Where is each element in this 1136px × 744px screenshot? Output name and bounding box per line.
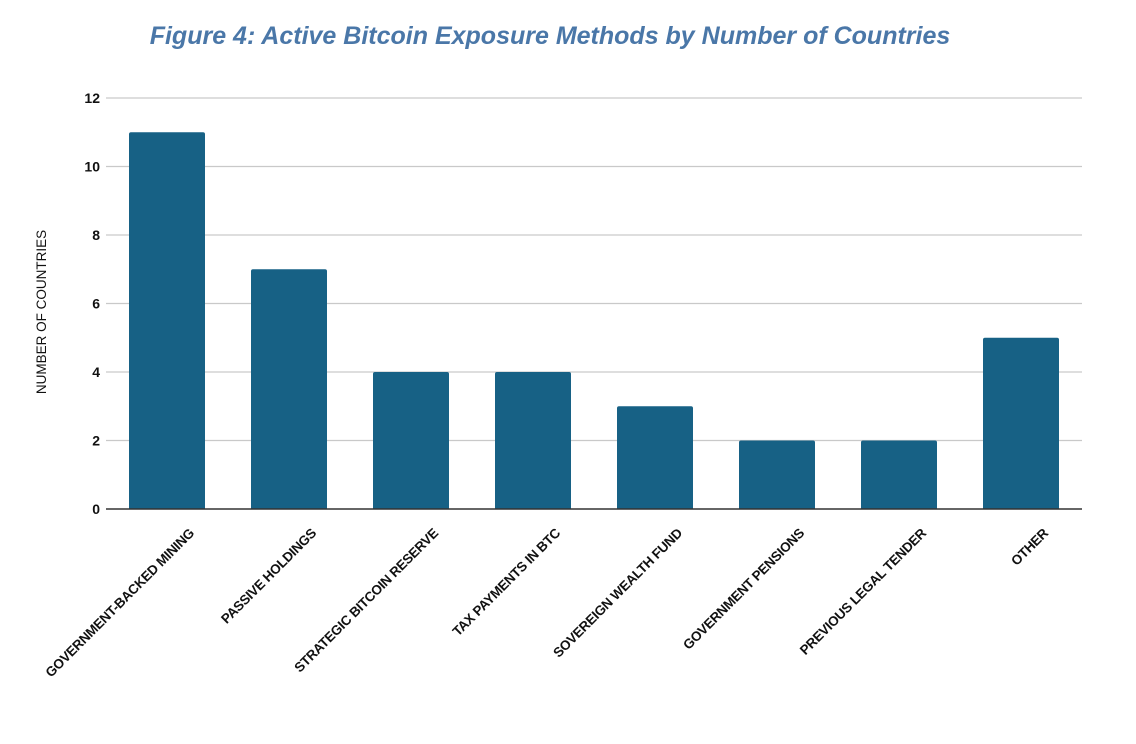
bar [251,269,327,509]
chart-title: Figure 4: Active Bitcoin Exposure Method… [149,22,951,50]
y-tick-label: 8 [92,227,100,243]
x-category-label: TAX PAYMENTS IN BTC [450,525,564,639]
bar [983,337,1059,509]
y-axis-label: NUMBER OF COUNTRIES [34,230,49,394]
x-category-label: PREVIOUS LEGAL TENDER [797,525,930,658]
x-category-label: STRATEGIC BITCOIN RESERVE [291,525,441,675]
y-tick-label: 4 [92,364,100,380]
bar [495,372,571,509]
x-axis-category-labels: GOVERNMENT-BACKED MINING PASSIVE HOLDINGS… [43,525,1052,680]
y-tick-label: 12 [84,90,100,106]
bar [861,440,937,509]
bar [739,440,815,509]
y-tick-label: 10 [84,159,100,175]
x-category-label: PASSIVE HOLDINGS [218,525,319,626]
y-tick-label: 6 [92,296,100,312]
y-tick-label: 2 [92,433,100,449]
x-category-label: GOVERNMENT PENSIONS [680,525,807,652]
x-category-label: SOVEREIGN WEALTH FUND [550,525,685,660]
x-category-label: GOVERNMENT-BACKED MINING [43,526,198,681]
x-category-label: OTHER [1008,525,1051,568]
bars [129,132,1059,509]
y-axis-ticks: 0 2 4 6 8 10 12 [84,90,100,517]
y-tick-label: 0 [92,501,100,517]
bar [617,406,693,509]
bar [373,372,449,509]
bar [129,132,205,509]
